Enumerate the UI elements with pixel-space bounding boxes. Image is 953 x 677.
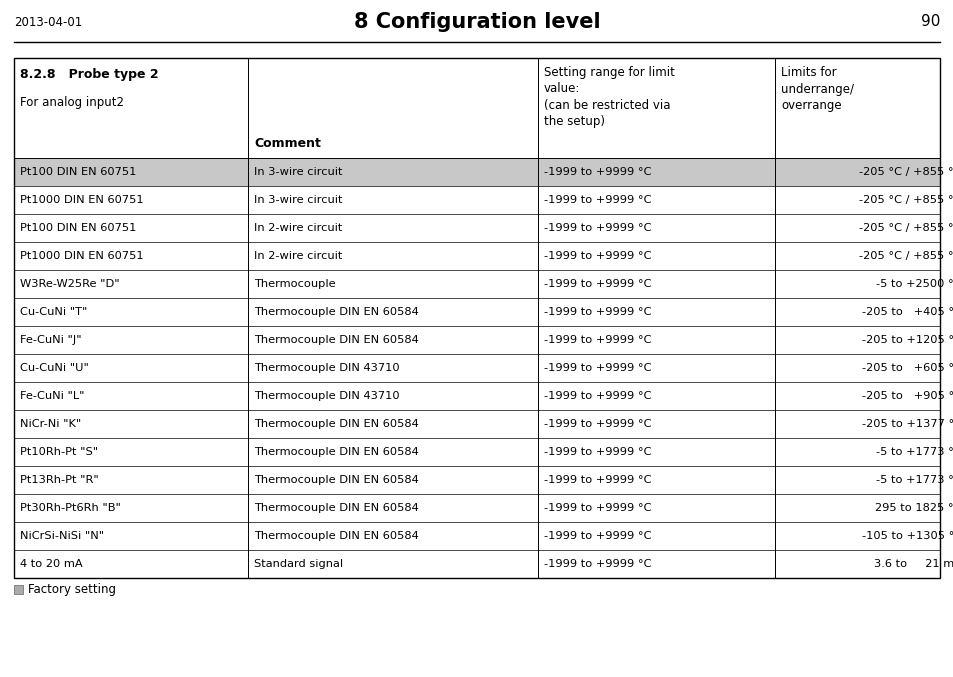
Text: NiCrSi-NiSi "N": NiCrSi-NiSi "N" — [20, 531, 104, 541]
Text: Thermocouple DIN 43710: Thermocouple DIN 43710 — [253, 391, 399, 401]
Text: -1999 to +9999 °C: -1999 to +9999 °C — [543, 391, 651, 401]
Text: Fe-CuNi "L": Fe-CuNi "L" — [20, 391, 85, 401]
Text: Thermocouple DIN EN 60584: Thermocouple DIN EN 60584 — [253, 447, 418, 457]
Text: -205 °C / +855 °C: -205 °C / +855 °C — [859, 167, 953, 177]
Text: -205 to   +905 °C: -205 to +905 °C — [861, 391, 953, 401]
Text: Fe-CuNi "J": Fe-CuNi "J" — [20, 335, 82, 345]
Text: -1999 to +9999 °C: -1999 to +9999 °C — [543, 559, 651, 569]
Bar — [14, 158, 939, 186]
Text: -1999 to +9999 °C: -1999 to +9999 °C — [543, 447, 651, 457]
Text: -1999 to +9999 °C: -1999 to +9999 °C — [543, 475, 651, 485]
Text: Pt1000 DIN EN 60751: Pt1000 DIN EN 60751 — [20, 251, 144, 261]
Text: Thermocouple DIN EN 60584: Thermocouple DIN EN 60584 — [253, 419, 418, 429]
Text: Thermocouple DIN EN 60584: Thermocouple DIN EN 60584 — [253, 503, 418, 513]
Text: Pt30Rh-Pt6Rh "B": Pt30Rh-Pt6Rh "B" — [20, 503, 121, 513]
Text: -205 °C / +855 °C: -205 °C / +855 °C — [859, 223, 953, 233]
Text: Thermocouple DIN EN 60584: Thermocouple DIN EN 60584 — [253, 531, 418, 541]
Text: -105 to +1305 °C: -105 to +1305 °C — [861, 531, 953, 541]
Text: -1999 to +9999 °C: -1999 to +9999 °C — [543, 531, 651, 541]
Text: Cu-CuNi "U": Cu-CuNi "U" — [20, 363, 89, 373]
Text: In 2-wire circuit: In 2-wire circuit — [253, 223, 342, 233]
Text: -205 to   +405 °C: -205 to +405 °C — [862, 307, 953, 317]
Text: -1999 to +9999 °C: -1999 to +9999 °C — [543, 223, 651, 233]
Text: 4 to 20 mA: 4 to 20 mA — [20, 559, 83, 569]
Text: In 3-wire circuit: In 3-wire circuit — [253, 195, 342, 205]
Text: Pt1000 DIN EN 60751: Pt1000 DIN EN 60751 — [20, 195, 144, 205]
Text: -1999 to +9999 °C: -1999 to +9999 °C — [543, 503, 651, 513]
Text: Comment: Comment — [253, 137, 320, 150]
Text: NiCr-Ni "K": NiCr-Ni "K" — [20, 419, 81, 429]
Text: Factory setting: Factory setting — [28, 582, 116, 596]
Text: For analog input2: For analog input2 — [20, 96, 124, 109]
Text: 3.6 to     21 mA: 3.6 to 21 mA — [873, 559, 953, 569]
Text: 2013-04-01: 2013-04-01 — [14, 16, 82, 28]
Text: Cu-CuNi "T": Cu-CuNi "T" — [20, 307, 88, 317]
Text: 90: 90 — [920, 14, 939, 30]
Text: -1999 to +9999 °C: -1999 to +9999 °C — [543, 167, 651, 177]
Text: -205 to +1377 °C: -205 to +1377 °C — [861, 419, 953, 429]
Text: Thermocouple DIN EN 60584: Thermocouple DIN EN 60584 — [253, 307, 418, 317]
Text: -205 °C / +855 °C: -205 °C / +855 °C — [859, 195, 953, 205]
Bar — [14, 58, 939, 578]
Text: -205 to   +605 °C: -205 to +605 °C — [862, 363, 953, 373]
Text: -5 to +2500 °C: -5 to +2500 °C — [876, 279, 953, 289]
Text: -1999 to +9999 °C: -1999 to +9999 °C — [543, 307, 651, 317]
Text: -205 to +1205 °C: -205 to +1205 °C — [862, 335, 953, 345]
Text: -5 to +1773 °C: -5 to +1773 °C — [876, 475, 953, 485]
Text: Setting range for limit
value:
(can be restricted via
the setup): Setting range for limit value: (can be r… — [543, 66, 674, 129]
Text: Thermocouple DIN EN 60584: Thermocouple DIN EN 60584 — [253, 475, 418, 485]
Text: W3Re-W25Re "D": W3Re-W25Re "D" — [20, 279, 119, 289]
Text: In 2-wire circuit: In 2-wire circuit — [253, 251, 342, 261]
Text: Standard signal: Standard signal — [253, 559, 343, 569]
Text: -205 °C / +855 °C: -205 °C / +855 °C — [859, 251, 953, 261]
Text: -1999 to +9999 °C: -1999 to +9999 °C — [543, 195, 651, 205]
Text: 8.2.8   Probe type 2: 8.2.8 Probe type 2 — [20, 68, 158, 81]
Text: -1999 to +9999 °C: -1999 to +9999 °C — [543, 335, 651, 345]
Text: In 3-wire circuit: In 3-wire circuit — [253, 167, 342, 177]
Text: Pt13Rh-Pt "R": Pt13Rh-Pt "R" — [20, 475, 99, 485]
Text: Thermocouple DIN 43710: Thermocouple DIN 43710 — [253, 363, 399, 373]
Text: 295 to 1825 °C: 295 to 1825 °C — [875, 503, 953, 513]
Text: Thermocouple: Thermocouple — [253, 279, 335, 289]
Text: 8 Configuration level: 8 Configuration level — [354, 12, 599, 32]
Text: Thermocouple DIN EN 60584: Thermocouple DIN EN 60584 — [253, 335, 418, 345]
Text: -1999 to +9999 °C: -1999 to +9999 °C — [543, 251, 651, 261]
Text: Pt100 DIN EN 60751: Pt100 DIN EN 60751 — [20, 167, 136, 177]
Bar — [14, 585, 23, 594]
Text: Limits for
underrange/
overrange: Limits for underrange/ overrange — [781, 66, 853, 112]
Text: -1999 to +9999 °C: -1999 to +9999 °C — [543, 279, 651, 289]
Text: -1999 to +9999 °C: -1999 to +9999 °C — [543, 363, 651, 373]
Text: Pt10Rh-Pt "S": Pt10Rh-Pt "S" — [20, 447, 98, 457]
Text: Pt100 DIN EN 60751: Pt100 DIN EN 60751 — [20, 223, 136, 233]
Text: -1999 to +9999 °C: -1999 to +9999 °C — [543, 419, 651, 429]
Text: -5 to +1773 °C: -5 to +1773 °C — [876, 447, 953, 457]
